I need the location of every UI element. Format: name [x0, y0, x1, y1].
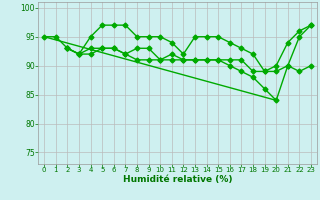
X-axis label: Humidité relative (%): Humidité relative (%) [123, 175, 232, 184]
